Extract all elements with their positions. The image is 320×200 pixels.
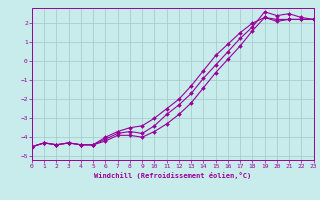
X-axis label: Windchill (Refroidissement éolien,°C): Windchill (Refroidissement éolien,°C) [94,172,252,179]
